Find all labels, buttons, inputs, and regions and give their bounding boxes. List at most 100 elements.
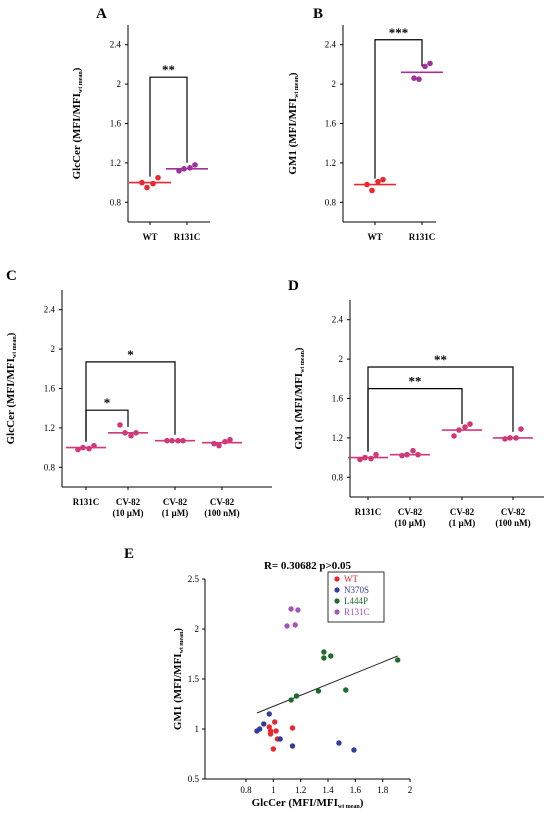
y-tick-label: 1.2	[332, 433, 343, 443]
x-category-label: WT	[142, 232, 157, 242]
data-point	[467, 421, 473, 427]
data-point	[289, 743, 296, 749]
x-tick-label: 1.6	[350, 785, 362, 795]
x-category-sublabel: (1 µM)	[162, 508, 188, 518]
y-tick-label: 1.6	[110, 119, 122, 129]
data-point	[122, 430, 128, 436]
data-point	[364, 181, 370, 188]
data-point	[75, 446, 81, 453]
y-tick-label: 0.8	[110, 197, 122, 207]
data-point	[284, 623, 290, 629]
data-point	[404, 451, 410, 458]
data-point	[150, 180, 156, 187]
panel-letter-d: D	[288, 278, 299, 294]
data-point	[321, 655, 327, 661]
trend-line	[256, 655, 398, 714]
x-category-label: CV-82	[116, 497, 141, 507]
data-point	[176, 167, 182, 174]
y-tick-label: 1.5	[188, 674, 200, 684]
data-point	[175, 437, 181, 444]
data-point	[411, 75, 417, 81]
panel-a: A 0.8 1.2 1.6 2 2.4 WT R131C ** GlcCer (MFI/MFIw…	[71, 6, 210, 242]
x-category-label: CV-82	[210, 497, 235, 507]
panel-letter-b: B	[313, 6, 323, 22]
significance-label: **	[434, 352, 447, 367]
y-tick-label: 2	[117, 79, 122, 89]
data-point	[375, 178, 381, 185]
data-point	[133, 430, 139, 436]
panel-a-plot: 0.8 1.2 1.6 2 2.4 WT R131C ** GlcCer (MFI/MFIwt …	[71, 25, 210, 242]
data-point	[128, 432, 134, 439]
panel-b: B 0.8 1.2 1.6 2 2.4 WT R131C *** GM1 (MFI/MFIwt …	[287, 6, 443, 242]
y-tick-label: 0.8	[44, 462, 56, 472]
data-point	[211, 440, 217, 447]
y-tick-label: 1.6	[332, 394, 344, 404]
data-point	[362, 454, 368, 461]
data-point	[513, 435, 519, 441]
legend-marker	[334, 609, 340, 615]
data-point	[272, 719, 278, 725]
data-point	[222, 438, 228, 445]
panel-e-plot: R= 0.30682 p>0.05 0.5 1 1.5 2 2.5 0.8 1 1.2 1.4 1.…	[172, 560, 412, 810]
data-point	[289, 725, 296, 731]
y-tick-label: 2.4	[325, 40, 337, 50]
data-point	[369, 187, 375, 194]
y-axis-label: GlcCer (MFI/MFIwt mean)	[71, 67, 84, 179]
data-point	[351, 747, 357, 753]
significance-label: **	[162, 62, 175, 77]
data-point	[427, 60, 433, 67]
y-tick-label: 0.8	[332, 472, 344, 482]
panel-letter-c: C	[6, 268, 17, 284]
chart-title: R= 0.30682 p>0.05	[264, 560, 352, 572]
significance-bracket	[367, 388, 463, 452]
x-tick-label: 1.2	[295, 785, 306, 795]
x-category-label: CV-82	[398, 507, 423, 517]
data-point	[295, 607, 301, 613]
x-category-label: R131C	[409, 232, 436, 242]
y-axis-label: GM1 (MFI/MFIwt mean)	[172, 628, 185, 731]
panel-e: E R= 0.30682 p>0.05 0.5 1 1.5 2 2.5 0.8 1 1.2 1.4…	[124, 546, 412, 810]
data-point	[261, 721, 267, 727]
data-point	[328, 653, 334, 659]
y-tick-label: 2.5	[188, 574, 200, 584]
significance-label: *	[104, 395, 111, 410]
y-tick-label: 2	[195, 624, 200, 634]
panel-letter-a: A	[96, 6, 107, 22]
y-tick-label: 1.2	[44, 423, 55, 433]
data-point	[373, 451, 379, 458]
x-category-sublabel: (10 µM)	[395, 518, 426, 528]
y-tick-label: 1.6	[325, 119, 337, 129]
data-point	[270, 746, 277, 752]
data-point	[288, 697, 294, 703]
data-point	[266, 711, 272, 717]
y-tick-label: 2	[339, 354, 344, 364]
y-tick-label: 2.4	[110, 40, 122, 50]
x-category-label: CV-82	[501, 507, 526, 517]
x-category-label: R131C	[355, 507, 382, 517]
data-point	[462, 424, 468, 430]
panel-b-plot: 0.8 1.2 1.6 2 2.4 WT R131C *** GM1 (MFI/MFIwt me…	[287, 25, 443, 242]
data-point	[395, 657, 401, 663]
y-axis-label: GM1 (MFI/MFIwt mean)	[287, 72, 300, 175]
data-point	[277, 736, 283, 742]
data-point	[422, 63, 428, 70]
panel-letter-e: E	[124, 546, 134, 562]
x-category-sublabel: (1 µM)	[449, 518, 475, 528]
significance-bracket	[374, 39, 423, 179]
data-point	[410, 447, 416, 454]
data-point	[415, 451, 421, 458]
significance-label: *	[127, 347, 134, 362]
significance-bracket	[367, 366, 514, 452]
y-tick-label: 2	[332, 79, 337, 89]
data-point	[456, 427, 462, 433]
x-category-sublabel: (100 nM)	[495, 518, 530, 528]
y-tick-label: 0.8	[325, 197, 337, 207]
x-axis-label: GlcCer (MFI/MFIwt mean)	[252, 797, 364, 810]
data-point	[144, 184, 150, 191]
data-point	[336, 740, 342, 746]
data-point	[91, 442, 97, 449]
